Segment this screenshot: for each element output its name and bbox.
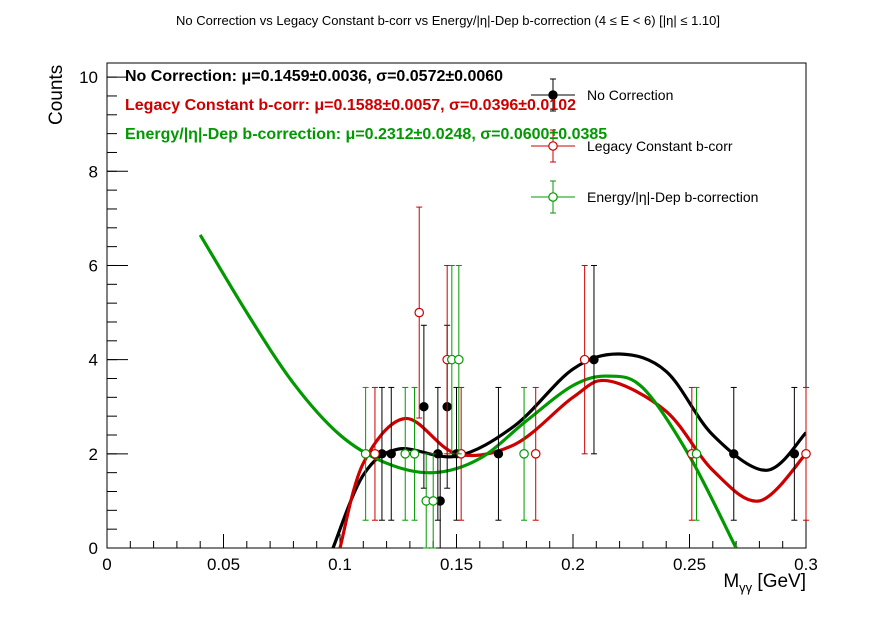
x-tick-label: 0.15 xyxy=(440,555,473,574)
point-marker xyxy=(419,402,429,412)
data-point-series-2 xyxy=(447,264,457,455)
data-point-series-0 xyxy=(789,386,800,521)
x-axis-title: Mγγ [GeV] xyxy=(723,571,806,595)
fit-result-label: No Correction: xyxy=(125,68,241,85)
y-tick-label: 8 xyxy=(89,162,98,181)
points-layer xyxy=(360,206,811,549)
chart-title: No Correction vs Legacy Constant b-corr … xyxy=(176,13,720,28)
fit-result-values: μ=0.1588±0.0057, σ=0.0396±0.0102 xyxy=(314,97,576,114)
data-point-series-2 xyxy=(409,386,420,521)
data-point-series-2 xyxy=(454,264,464,455)
point-marker xyxy=(428,496,438,506)
x-tick-label: 0.25 xyxy=(673,555,706,574)
y-axis-title: Counts xyxy=(46,65,67,125)
y-tick-label: 4 xyxy=(89,351,98,370)
legend-label: Energy/|η|-Dep b-correction xyxy=(587,189,758,205)
data-point-series-0 xyxy=(435,453,445,549)
y-tick-label: 0 xyxy=(89,539,98,558)
ticks-layer: 0 0.05 0.1 0.15 0.2 0.25 0.3 0 2 4 6 8 10 xyxy=(79,68,818,574)
data-point-series-1 xyxy=(579,264,590,455)
fit-result-values: μ=0.2312±0.0248, σ=0.0600±0.0385 xyxy=(346,126,608,143)
data-point-series-2 xyxy=(519,386,529,521)
fit-result-values: μ=0.1459±0.0036, σ=0.0572±0.0060 xyxy=(241,68,503,85)
point-marker xyxy=(493,449,504,459)
legend-entry: Legacy Constant b-corr xyxy=(531,129,733,163)
legend-label: Legacy Constant b-corr xyxy=(587,138,733,154)
x-tick-label: 0.05 xyxy=(207,555,240,574)
legend-entry: No Correction xyxy=(531,78,673,112)
legend-label: No Correction xyxy=(587,87,673,103)
x-tick-label: 0 xyxy=(102,555,111,574)
point-marker xyxy=(579,354,590,365)
x-tick-label: 0.3 xyxy=(794,555,818,574)
point-marker xyxy=(454,354,464,365)
data-point-series-0 xyxy=(493,386,504,521)
x-tick-label: 0.2 xyxy=(561,555,585,574)
point-marker xyxy=(370,449,380,459)
data-point-series-2 xyxy=(428,453,438,549)
data-point-series-0 xyxy=(589,264,599,455)
point-marker xyxy=(360,449,371,459)
legend: No Correction Legacy Constant b-corr Energ… xyxy=(531,78,758,214)
data-point-series-1 xyxy=(370,386,380,521)
x-tick-label: 0.1 xyxy=(328,555,352,574)
point-marker xyxy=(801,449,811,459)
fit-result-label: Legacy Constant b-corr: xyxy=(125,97,314,114)
fit-curve-series-1 xyxy=(338,378,806,548)
point-marker xyxy=(519,449,529,459)
fit-curve-series-2 xyxy=(198,234,738,548)
fit-result-line: Legacy Constant b-corr: μ=0.1588±0.0057,… xyxy=(125,97,576,114)
data-point-series-1 xyxy=(414,206,425,419)
data-point-series-0 xyxy=(386,386,396,521)
point-marker xyxy=(789,449,800,459)
point-marker xyxy=(729,449,739,459)
y-tick-label: 6 xyxy=(89,256,98,275)
data-point-series-2 xyxy=(691,386,702,521)
point-marker xyxy=(386,449,396,459)
point-marker xyxy=(589,354,599,365)
data-point-series-2 xyxy=(400,386,411,521)
x-axis-title-main: M xyxy=(723,571,739,592)
y-tick-label: 10 xyxy=(79,68,98,87)
x-axis-title-sub: γγ xyxy=(739,580,753,595)
point-marker xyxy=(691,449,702,459)
legend-entry: Energy/|η|-Dep b-correction xyxy=(531,180,758,214)
fit-results: No Correction: μ=0.1459±0.0036, σ=0.0572… xyxy=(125,68,607,143)
x-axis-title-unit: [GeV] xyxy=(752,571,806,592)
y-tick-label: 2 xyxy=(89,445,98,464)
data-point-series-1 xyxy=(530,386,541,521)
point-marker xyxy=(414,307,425,318)
fit-result-line: No Correction: μ=0.1459±0.0036, σ=0.0572… xyxy=(125,68,503,85)
data-point-series-0 xyxy=(729,386,739,521)
point-marker xyxy=(400,449,411,459)
legend-marker xyxy=(548,141,558,151)
data-point-series-2 xyxy=(360,386,371,521)
point-marker xyxy=(409,449,420,459)
legend-marker xyxy=(548,192,558,202)
point-marker xyxy=(530,449,541,459)
fit-result-line: Energy/|η|-Dep b-correction: μ=0.2312±0.… xyxy=(125,126,607,143)
data-point-series-1 xyxy=(801,386,811,521)
legend-marker xyxy=(548,90,558,100)
fit-result-label: Energy/|η|-Dep b-correction: xyxy=(125,126,346,143)
